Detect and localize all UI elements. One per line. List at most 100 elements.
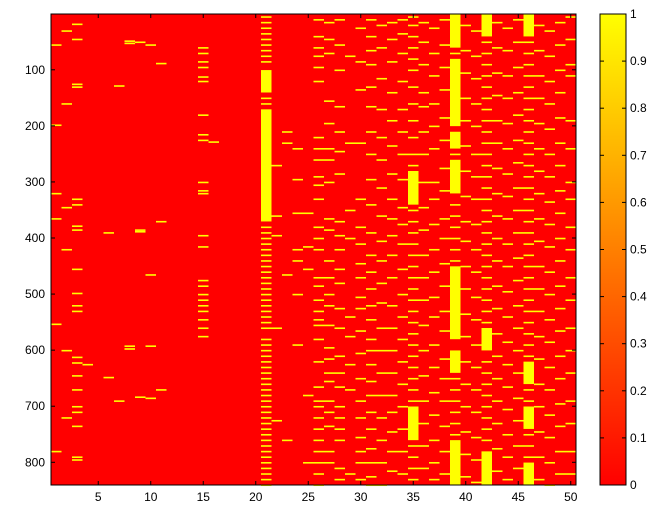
heatmap-cell [334,417,345,419]
heatmap-cell [261,254,272,257]
heatmap-cell [61,417,72,419]
heatmap-cell [61,349,72,352]
heatmap-cell [460,335,471,338]
heatmap-cell [261,355,272,358]
heatmap-cell [376,77,387,80]
heatmap-cell [366,254,377,257]
heatmap-cell-band [408,171,419,205]
heatmap-cell [261,389,272,391]
heatmap-cell [261,248,272,251]
heatmap-cell [492,215,503,217]
heatmap-cell [439,139,450,142]
heatmap-cell [450,248,461,251]
heatmap-cell [387,411,398,414]
heatmap-cell [324,260,335,262]
heatmap-cell [366,338,377,341]
heatmap-cell [355,450,366,453]
heatmap-cell [565,63,576,66]
heatmap-cell [366,86,377,88]
heatmap-cell [324,293,335,296]
heatmap-cell [261,462,272,464]
heatmap-cell [439,425,450,428]
heatmap-cell [513,305,524,307]
heatmap-cell [523,321,534,324]
heatmap-cell [418,445,429,447]
heatmap-cell [471,248,482,251]
heatmap-cell [481,361,492,363]
heatmap-cell [450,237,461,240]
x-tick-label: 25 [302,490,316,504]
heatmap-cell [492,447,503,450]
heatmap-cell [72,225,83,227]
heatmap-cell [324,276,335,279]
heatmap-cell [72,459,83,461]
heatmap-cell [534,288,545,290]
heatmap-cell [198,80,209,83]
heatmap-cell [397,405,408,408]
heatmap-cell [408,254,419,257]
heatmap-cell [261,299,272,302]
heatmap-cell [523,389,534,391]
heatmap-cell [355,296,366,299]
heatmap-cell [366,288,377,290]
heatmap-cell [418,153,429,156]
heatmap-cell [418,400,429,402]
heatmap-cell [334,439,345,442]
heatmap-cell [408,47,419,49]
heatmap-cell [324,400,335,402]
heatmap-cell [418,422,429,425]
heatmap-cell [565,276,576,279]
heatmap-cell [534,405,545,408]
heatmap-cell [366,411,377,414]
heatmap-cell [408,119,419,122]
heatmap-cell [523,75,534,77]
heatmap-cell [418,131,429,133]
heatmap-cell [555,190,566,192]
heatmap-cell [481,153,492,156]
heatmap-cell [376,240,387,243]
heatmap-cell [397,80,408,83]
heatmap-cell [460,405,471,408]
heatmap-cell [481,41,492,44]
heatmap-cell [292,148,303,150]
heatmap-cell [555,69,566,72]
heatmap-cell-band [408,406,419,441]
heatmap-cell [555,44,566,46]
heatmap-cell [418,206,429,209]
heatmap-cell [418,349,429,352]
heatmap-cell [376,302,387,304]
heatmap-cell [429,344,440,346]
heatmap-cell [565,119,576,122]
heatmap-cell [565,349,576,352]
heatmap-cell [544,414,555,416]
heatmap-cell [492,167,503,170]
heatmap-cell [439,262,450,265]
heatmap-cell [313,248,324,251]
heatmap-cell [376,417,387,419]
heatmap-cell [366,63,377,66]
heatmap-cell [471,176,482,178]
heatmap-cell [429,478,440,481]
heatmap-cell [303,212,314,215]
heatmap-cell [51,323,62,326]
heatmap-cell [534,456,545,459]
heatmap-cell [397,473,408,475]
heatmap-cell [408,467,419,470]
heatmap-cell [261,478,272,481]
heatmap-cell [355,330,366,332]
heatmap-cell [124,345,135,347]
heatmap-cell [481,383,492,386]
heatmap-cell [513,19,524,21]
heatmap-cell-band [450,266,461,340]
heatmap-cell [523,232,534,234]
heatmap-cell [387,394,398,397]
heatmap-cell [72,268,83,271]
heatmap-cell [555,355,566,358]
heatmap-cell [481,276,492,279]
heatmap-cell [502,265,513,268]
heatmap-cell-band [481,451,492,485]
heatmap-cell [492,470,503,473]
heatmap-cell [565,473,576,475]
heatmap-cell [324,229,335,231]
heatmap-cell [345,389,356,391]
